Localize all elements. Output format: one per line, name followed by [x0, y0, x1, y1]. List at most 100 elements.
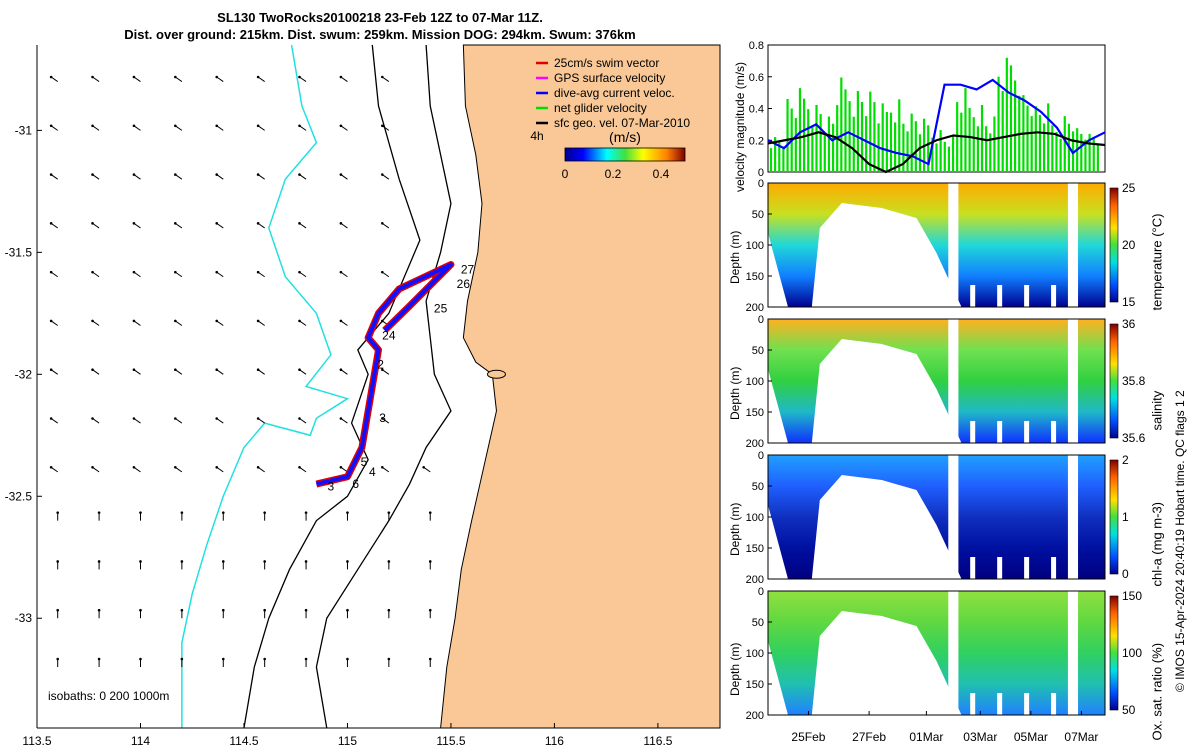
surface-vector — [382, 369, 390, 375]
surface-vector-head — [91, 75, 94, 79]
blank-wedge — [768, 369, 788, 443]
surface-vector-head — [180, 511, 184, 514]
map-colorbar — [564, 147, 686, 162]
surface-vector — [340, 222, 348, 229]
surface-vector — [92, 222, 100, 229]
surface-vector-head — [380, 319, 384, 323]
surface-vector-head — [256, 319, 260, 323]
surface-vector — [175, 76, 183, 82]
profile-gap — [997, 557, 1003, 579]
surface-vector-head — [339, 417, 343, 420]
legend-label: net glider velocity — [554, 101, 647, 115]
surface-vector-head — [132, 319, 136, 323]
surface-vector — [92, 76, 100, 82]
data-gap — [1067, 319, 1079, 443]
profile-gap — [970, 421, 976, 443]
surface-vector-head — [422, 465, 425, 469]
surface-vector-head — [56, 560, 59, 563]
surface-vector — [423, 466, 431, 473]
surface-vector — [299, 76, 307, 82]
surface-vector — [216, 76, 224, 82]
data-gap — [1067, 455, 1079, 579]
depth-tick-label: 0 — [758, 586, 764, 598]
surface-vector — [299, 222, 307, 229]
surface-vector-head — [91, 222, 94, 225]
colorbar-tick-label: 0.4 — [653, 167, 670, 181]
surface-vector — [133, 320, 141, 326]
surface-vector — [216, 418, 224, 424]
colorbar-tick-label: 35.8 — [1122, 374, 1146, 388]
velocity-chart: 0 0.2 0.4 0.6 0.8 — [749, 40, 1106, 179]
colorbar-tick-label: 150 — [1122, 589, 1142, 603]
surface-vector-head — [91, 465, 94, 469]
surface-vector-head — [263, 608, 266, 612]
surface-vector — [50, 369, 58, 375]
surface-vector-head — [139, 608, 142, 612]
chl-colorbar-label: chl-a (mg m-3) — [1149, 501, 1165, 587]
surface-vector-head — [298, 417, 301, 420]
surface-vector-head — [49, 222, 53, 225]
surface-vector — [133, 125, 141, 131]
depth-tick-label: 150 — [746, 543, 764, 555]
lon-tick-label: 116.5 — [643, 734, 672, 748]
surface-vector-head — [132, 417, 136, 420]
surface-vector — [382, 271, 390, 278]
surface-vector-head — [56, 608, 59, 612]
figure-title-line2: Dist. over ground: 215km. Dist. swum: 25… — [124, 27, 636, 42]
colorbar-tick-label: 25 — [1122, 181, 1136, 195]
data-gap — [948, 455, 959, 579]
surface-vector-head — [346, 608, 349, 612]
surface-vector-head — [263, 560, 266, 563]
surface-vector — [92, 125, 100, 131]
surface-vector — [382, 466, 390, 473]
surface-vector — [257, 125, 265, 131]
surface-vector-head — [387, 511, 391, 514]
colorbar-tick-label: 0 — [1122, 567, 1129, 581]
surface-vector-head — [339, 173, 343, 176]
depth-tick-label: 50 — [752, 481, 764, 493]
surface-vector-head — [49, 417, 53, 420]
surface-vector-head — [380, 124, 384, 128]
surface-vector-head — [387, 560, 391, 563]
surface-vector — [382, 222, 390, 229]
surface-vector — [299, 418, 307, 424]
date-tick-label: 27Feb — [852, 730, 886, 744]
surface-vector-head — [49, 75, 53, 79]
lon-tick-label: 114.5 — [229, 734, 258, 748]
surface-vector — [50, 174, 58, 180]
surface-vector-head — [387, 657, 391, 661]
profile-gap — [970, 693, 976, 715]
data-gap — [1067, 183, 1079, 307]
surface-vector — [50, 466, 58, 473]
surface-vector-head — [139, 657, 142, 661]
track-label: 3 — [379, 411, 386, 425]
surface-vector-head — [56, 511, 59, 514]
surface-vector-head — [256, 465, 260, 469]
surface-vector-head — [180, 560, 184, 563]
colorbar-tick-label: 2 — [1122, 453, 1129, 467]
surface-vector-head — [256, 417, 260, 420]
surface-vector-head — [256, 270, 260, 274]
surface-vector-head — [298, 319, 301, 323]
surface-vector-head — [339, 222, 343, 225]
surface-vector-head — [428, 657, 432, 661]
surface-vector — [133, 174, 141, 180]
profile-gap — [1051, 557, 1057, 579]
surface-vector-head — [428, 511, 432, 514]
legend-label: dive-avg current veloc. — [554, 86, 675, 100]
blank-wedge — [768, 505, 788, 579]
surface-vector — [340, 125, 348, 131]
surface-vector-head — [304, 608, 308, 612]
surface-vector-head — [174, 465, 177, 469]
surface-vector — [50, 125, 58, 131]
surface-vector-head — [263, 657, 266, 661]
surface-vector — [340, 320, 348, 326]
surface-vector-head — [132, 270, 136, 274]
surface-vector-head — [180, 657, 184, 661]
surface-vector-head — [132, 124, 136, 128]
depth-tick-label: 150 — [746, 679, 764, 691]
section-colorbar — [1109, 323, 1119, 439]
surface-vector-head — [298, 124, 301, 128]
surface-vector — [175, 222, 183, 229]
surface-vector — [257, 466, 265, 473]
